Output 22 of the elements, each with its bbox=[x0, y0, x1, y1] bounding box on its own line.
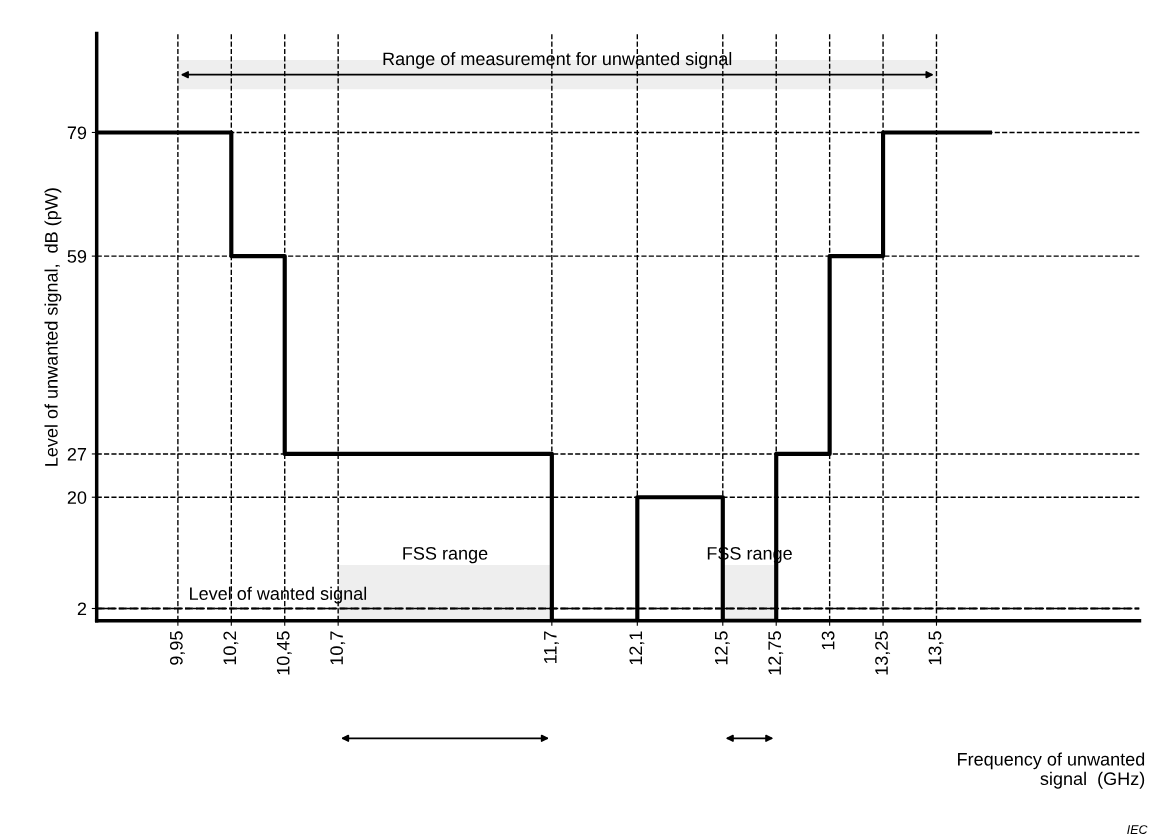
y-tick-label: 20 bbox=[67, 491, 87, 504]
x-tick-label: 13 bbox=[821, 631, 835, 650]
x-tick-label: 9,95 bbox=[169, 631, 185, 665]
x-axis-title: Frequency of unwanted signal (GHz) bbox=[958, 752, 1145, 789]
y-tick-label: 59 bbox=[67, 250, 87, 263]
y-tick-label: 27 bbox=[67, 447, 87, 461]
x-tick-label: 12,1 bbox=[629, 631, 645, 665]
x-tick-label: 10,7 bbox=[330, 631, 346, 665]
x-tick-label: 11,7 bbox=[544, 631, 559, 664]
band-label: Range of measurement for unwanted signal bbox=[383, 51, 732, 69]
y-tick-label: 79 bbox=[67, 126, 87, 140]
text: IEC bbox=[1127, 825, 1148, 835]
ref-line-label: Level of wanted signal bbox=[190, 586, 367, 604]
x-tick-label: 10,2 bbox=[223, 631, 239, 665]
band-label: FSS range bbox=[403, 546, 488, 564]
x-tick-label: 12,5 bbox=[714, 631, 730, 665]
y-tick-label: 2 bbox=[77, 602, 87, 616]
x-tick-label: 13,25 bbox=[875, 631, 891, 675]
x-tick-label: 12,75 bbox=[768, 631, 784, 675]
x-tick-label: 10,45 bbox=[276, 631, 292, 675]
x-tick-label: 13,5 bbox=[928, 631, 944, 665]
y-axis-title: Level of unwanted signal, dB (pW) bbox=[44, 188, 62, 466]
